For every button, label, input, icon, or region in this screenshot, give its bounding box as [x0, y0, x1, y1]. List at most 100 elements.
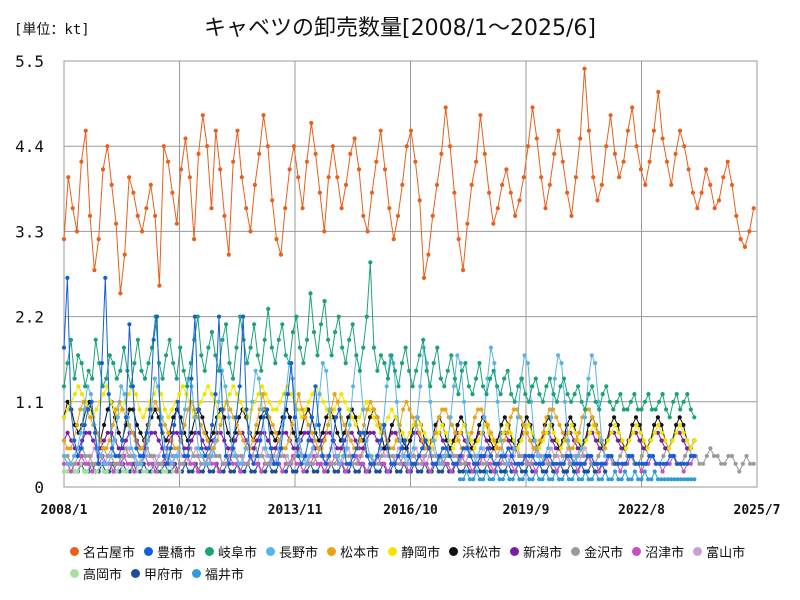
data-point [445, 368, 450, 373]
data-point [347, 461, 352, 466]
data-point [97, 438, 102, 443]
data-point [144, 407, 149, 412]
data-point [502, 469, 507, 474]
legend-label: 沼津市 [645, 545, 685, 561]
data-point [313, 384, 318, 389]
data-point [434, 182, 440, 187]
data-point [121, 469, 126, 474]
data-point [109, 182, 114, 187]
data-point [103, 275, 108, 280]
data-point [371, 407, 376, 412]
data-point [392, 368, 398, 373]
data-point [216, 469, 221, 474]
data-point [269, 430, 274, 435]
data-point [260, 407, 265, 412]
data-point [358, 453, 363, 459]
data-point [367, 430, 373, 435]
data-point [485, 422, 490, 428]
data-point [251, 446, 256, 451]
data-point [216, 368, 221, 373]
data-point [244, 206, 249, 211]
data-point [72, 461, 77, 466]
data-point [576, 477, 581, 482]
data-point [664, 461, 669, 466]
data-point [195, 314, 200, 319]
data-point [561, 376, 567, 381]
data-point [421, 275, 427, 280]
data-point [639, 407, 644, 412]
data-point [416, 453, 421, 459]
legend-item: 高岡市 [70, 562, 122, 584]
data-point [502, 461, 507, 466]
data-point [461, 477, 466, 482]
data-point [296, 453, 301, 459]
data-point [391, 237, 396, 242]
data-point [90, 461, 95, 466]
data-point [638, 430, 643, 435]
data-point [639, 477, 644, 482]
data-point [465, 438, 470, 443]
legend-marker-icon [510, 546, 520, 556]
data-point [94, 469, 100, 474]
data-point [659, 438, 664, 443]
data-point [463, 361, 468, 366]
data-point [424, 461, 429, 466]
data-point [515, 415, 520, 420]
grid-layer [63, 60, 758, 488]
data-point [264, 461, 269, 466]
data-point [127, 322, 132, 327]
data-point [688, 453, 694, 459]
data-point [152, 453, 157, 459]
data-point [402, 438, 408, 443]
data-point [246, 461, 251, 466]
data-point [82, 422, 87, 428]
data-point [144, 469, 149, 474]
data-point [286, 438, 292, 443]
data-point [320, 453, 325, 459]
data-point [350, 415, 355, 420]
data-point [190, 469, 195, 474]
data-point [378, 353, 383, 358]
data-point [678, 407, 683, 412]
data-point [520, 477, 525, 482]
data-point [517, 198, 522, 203]
data-point [226, 252, 231, 257]
legend-marker-icon [571, 546, 581, 556]
data-point [256, 376, 262, 381]
data-point [688, 461, 693, 466]
data-point [352, 136, 357, 141]
data-point [451, 453, 457, 459]
data-point [551, 469, 556, 474]
data-point [122, 392, 127, 397]
data-point [458, 453, 463, 459]
data-point [120, 407, 125, 412]
data-point [520, 453, 525, 459]
data-point [368, 461, 373, 466]
data-point [289, 461, 294, 466]
data-point [569, 213, 574, 218]
data-point [216, 399, 221, 404]
data-point [326, 337, 331, 342]
data-point [230, 376, 236, 381]
data-point [124, 469, 129, 474]
data-point [357, 461, 362, 466]
data-point [65, 469, 70, 474]
data-point [584, 438, 589, 443]
data-point [558, 384, 563, 389]
data-point [647, 159, 652, 164]
data-point [575, 446, 580, 451]
data-point [571, 469, 577, 474]
data-point [218, 167, 223, 172]
data-point [482, 151, 487, 156]
data-point [492, 361, 497, 366]
data-point [307, 453, 312, 459]
data-point [105, 407, 110, 412]
data-point [144, 206, 149, 211]
data-point [336, 469, 341, 474]
data-point [664, 159, 670, 164]
data-point [70, 206, 75, 211]
data-point [104, 469, 109, 474]
data-point [285, 392, 290, 397]
data-point [82, 407, 87, 412]
data-point [135, 337, 140, 342]
